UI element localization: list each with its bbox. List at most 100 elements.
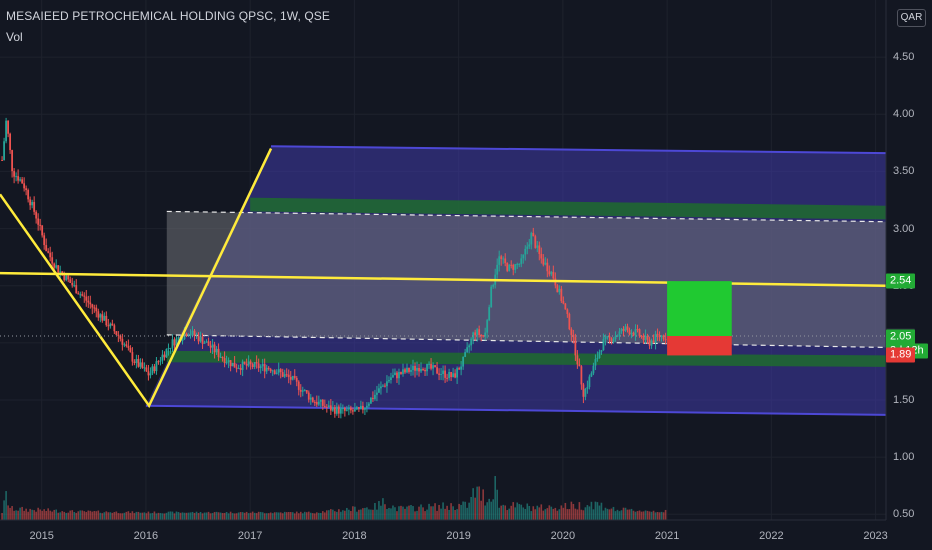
volume-bar bbox=[101, 513, 104, 520]
volume-bar bbox=[596, 502, 599, 520]
volume-bar bbox=[548, 505, 551, 520]
candle-body bbox=[480, 334, 483, 336]
volume-bar bbox=[187, 512, 190, 520]
volume-bar bbox=[247, 513, 250, 520]
v-pattern-trendline bbox=[0, 148, 273, 409]
x-axis-tick: 2022 bbox=[759, 530, 784, 542]
candle-body bbox=[175, 338, 178, 346]
volume-bar bbox=[151, 512, 154, 520]
candle-body bbox=[544, 262, 547, 265]
candle-body bbox=[65, 275, 68, 281]
candle-body bbox=[596, 357, 599, 360]
candle-body bbox=[245, 363, 248, 366]
volume-bar bbox=[442, 502, 444, 520]
candle-body bbox=[1, 160, 3, 161]
currency-button[interactable]: QAR bbox=[897, 9, 926, 27]
candle-body bbox=[512, 264, 515, 270]
candle-body bbox=[329, 405, 332, 411]
candle-body bbox=[255, 362, 258, 364]
volume-bar bbox=[498, 507, 501, 520]
candle-body bbox=[155, 361, 158, 372]
channel-top-line bbox=[271, 145, 887, 155]
volume-bar bbox=[171, 511, 174, 520]
volume-bar bbox=[177, 512, 180, 520]
volume-bar bbox=[326, 510, 328, 520]
volume-bar bbox=[283, 511, 286, 520]
volume-bar bbox=[55, 509, 58, 520]
candle-body bbox=[526, 246, 529, 249]
volume-bars bbox=[1, 476, 667, 520]
volume-bar bbox=[13, 510, 15, 520]
volume-bar bbox=[33, 510, 35, 520]
volume-bar bbox=[299, 511, 302, 520]
volume-bar bbox=[380, 505, 382, 520]
candle-body bbox=[408, 367, 410, 372]
volume-bar bbox=[305, 512, 308, 520]
candle-body bbox=[343, 407, 346, 411]
volume-bar bbox=[73, 511, 76, 520]
candle-body bbox=[67, 275, 70, 280]
candle-body bbox=[355, 407, 358, 410]
candle-body bbox=[444, 370, 446, 378]
candle-body bbox=[374, 394, 376, 399]
candle-body bbox=[524, 248, 527, 255]
candle-body bbox=[470, 338, 473, 346]
volume-bar bbox=[448, 509, 450, 520]
volume-bar bbox=[430, 506, 432, 520]
volume-bar bbox=[49, 510, 51, 520]
candle-body bbox=[532, 232, 535, 237]
candle-body bbox=[404, 369, 406, 373]
target-zone-box bbox=[667, 281, 732, 336]
candle-body bbox=[516, 263, 519, 265]
volume-indicator-label[interactable]: Vol bbox=[6, 30, 23, 44]
volume-bar bbox=[229, 511, 232, 520]
candle-body bbox=[239, 367, 242, 371]
volume-bar bbox=[416, 510, 418, 520]
candle-body bbox=[325, 406, 328, 408]
dashed-lower-line bbox=[166, 334, 887, 349]
volume-bar bbox=[540, 504, 543, 520]
candle-body bbox=[177, 337, 180, 339]
volume-bar bbox=[7, 505, 9, 520]
volume-bar bbox=[500, 505, 503, 520]
volume-bar bbox=[432, 506, 434, 520]
candle-body bbox=[171, 339, 174, 348]
candle-body bbox=[77, 293, 80, 295]
volume-bar bbox=[398, 506, 400, 520]
volume-bar bbox=[566, 509, 569, 520]
candle-body bbox=[582, 384, 585, 397]
candle-body bbox=[295, 377, 298, 382]
volume-bar bbox=[259, 511, 262, 520]
candle-body bbox=[353, 409, 356, 412]
candle-body bbox=[269, 369, 272, 372]
candle-body bbox=[618, 331, 621, 336]
volume-bar bbox=[133, 513, 136, 520]
volume-bar bbox=[87, 510, 90, 520]
volume-bar bbox=[163, 513, 166, 520]
candle-body bbox=[95, 307, 98, 312]
candle-body bbox=[598, 351, 601, 358]
candle-body bbox=[209, 345, 212, 348]
volume-bar bbox=[552, 508, 555, 520]
volume-bar bbox=[27, 511, 29, 520]
candle-body bbox=[530, 232, 533, 245]
candle-body bbox=[35, 211, 38, 219]
volume-bar bbox=[622, 507, 625, 520]
candle-body bbox=[420, 368, 422, 372]
volume-bar bbox=[111, 512, 114, 520]
candle-body bbox=[127, 345, 130, 348]
candle-body bbox=[466, 347, 469, 353]
candle-body bbox=[548, 271, 551, 275]
volume-bar bbox=[426, 509, 428, 520]
candle-body bbox=[552, 271, 555, 279]
volume-bar bbox=[137, 511, 140, 520]
candle-body bbox=[660, 335, 663, 338]
y-axis-tick: 3.00 bbox=[893, 222, 915, 235]
volume-bar bbox=[518, 504, 521, 520]
candle-body bbox=[540, 253, 543, 259]
volume-bar bbox=[223, 512, 226, 520]
candle-body bbox=[63, 273, 66, 281]
volume-bar bbox=[201, 513, 204, 520]
candle-body bbox=[93, 307, 96, 309]
